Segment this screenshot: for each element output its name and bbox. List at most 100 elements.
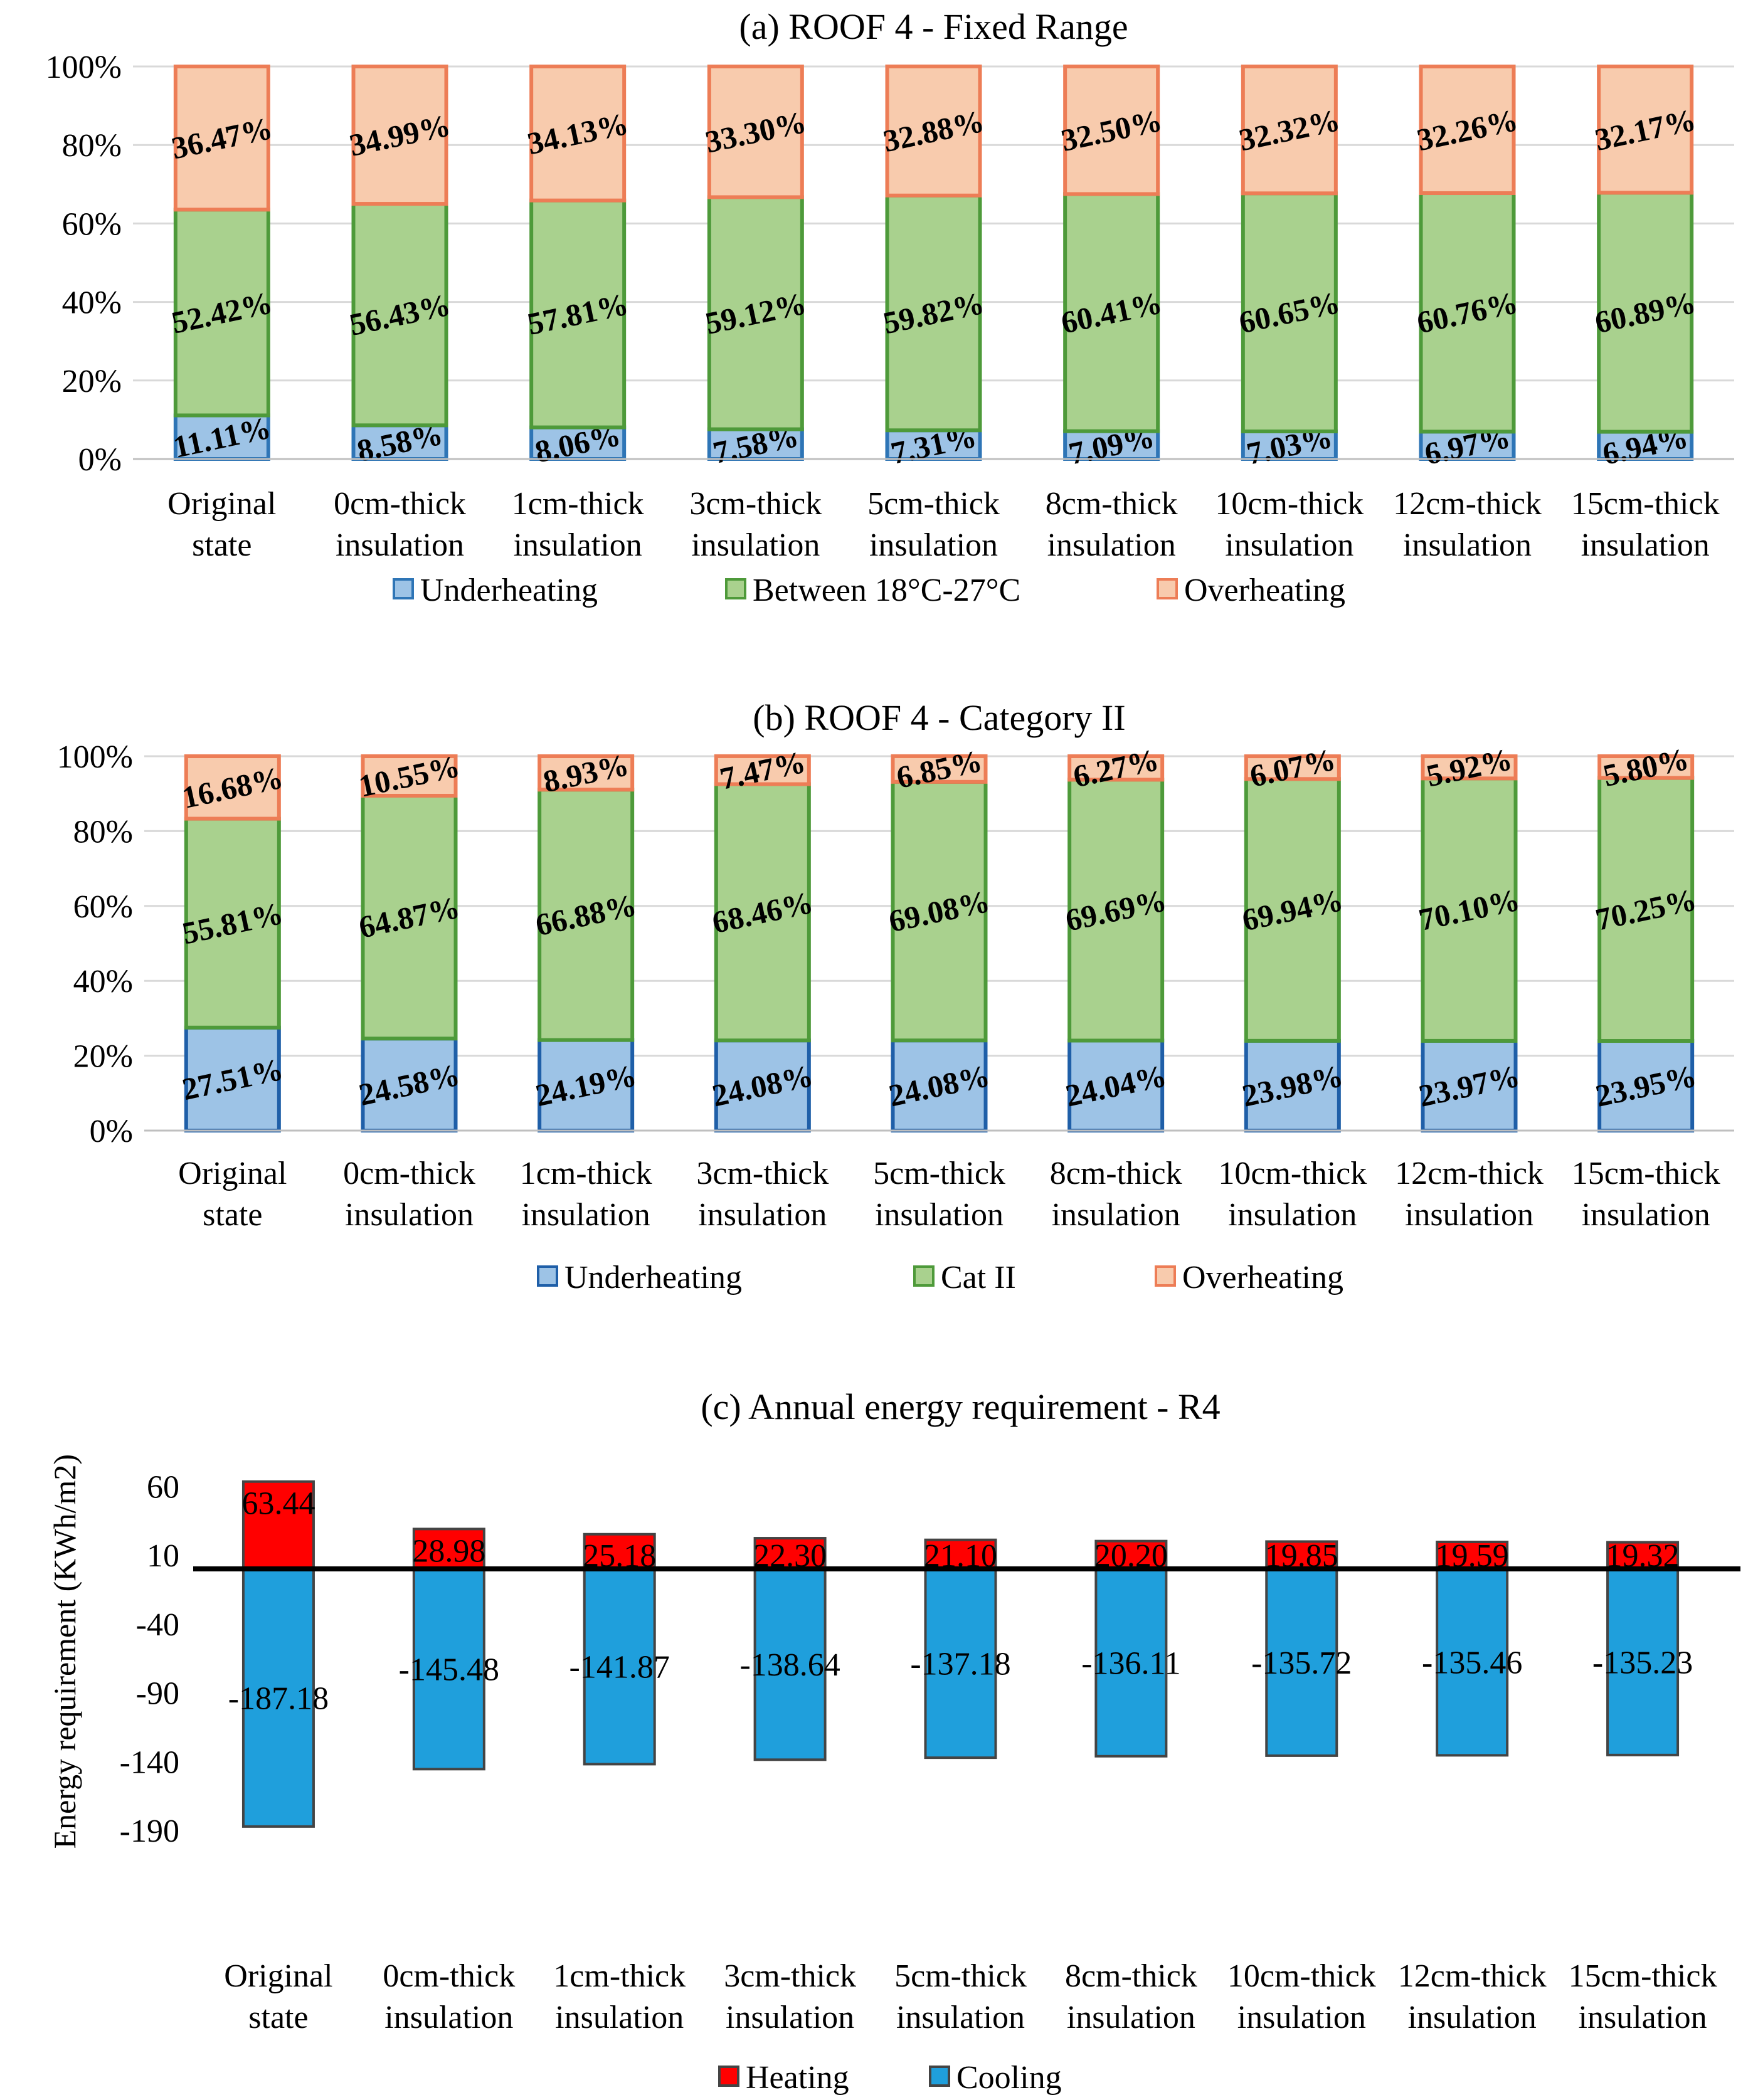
- bar-cooling: [1606, 1568, 1680, 1756]
- y-tick-label: -190: [120, 1813, 179, 1849]
- y-tick-label: 40%: [73, 964, 133, 1000]
- y-axis-title: Energy requirement (KWh/m2): [47, 1454, 82, 1849]
- chart-annual-energy: (c) Annual energy requirement - R4 60 10 -4…: [47, 1386, 1740, 2096]
- data-label-cooling: -145.48: [399, 1652, 499, 1688]
- data-label-cooling: -135.72: [1251, 1645, 1352, 1681]
- x-tick-label: insulation: [1579, 2000, 1707, 2035]
- bar-cat-ii: [1597, 776, 1695, 1043]
- bar-between-18-c-27-c: [351, 202, 448, 428]
- x-tick-label: insulation: [1047, 527, 1176, 563]
- bar-overheating: [351, 65, 448, 206]
- bar-cooling: [924, 1568, 997, 1760]
- x-tick-label: insulation: [896, 2000, 1025, 2035]
- bar-overheating: [1419, 65, 1516, 196]
- chart-title: (a) ROOF 4 - Fixed Range: [739, 6, 1128, 47]
- y-tick-label: 60%: [62, 206, 122, 242]
- data-label-cooling: -138.64: [739, 1647, 840, 1683]
- bar-overheating: [707, 65, 804, 199]
- x-tick-label: insulation: [345, 1197, 474, 1233]
- y-tick-label: 0%: [90, 1114, 133, 1149]
- bar-overheating: [184, 754, 281, 821]
- bar-underheating: [707, 427, 804, 461]
- data-label-cooling: -141.87: [569, 1650, 670, 1686]
- bar-between-18-c-27-c: [173, 208, 270, 418]
- bar-between-18-c-27-c: [1063, 192, 1160, 433]
- legend-label-overheating: Overheating: [1182, 1260, 1343, 1295]
- bar-underheating: [361, 1037, 458, 1133]
- bar-underheating: [529, 425, 627, 461]
- y-tick-label: 10: [147, 1538, 179, 1574]
- x-tick-label: insulation: [1237, 2000, 1366, 2035]
- y-tick-label: 40%: [62, 285, 122, 321]
- bar-overheating: [891, 754, 988, 784]
- x-tick-label: 15cm-thick: [1571, 486, 1720, 522]
- x-tick-label: insulation: [514, 527, 642, 563]
- legend-swatch-cooling: [929, 2066, 950, 2087]
- data-label-cooling: -137.18: [910, 1647, 1010, 1682]
- legend-swatch-overheating: [1155, 1265, 1176, 1287]
- legend-swatch-underheating: [393, 578, 414, 599]
- bar-heating: [583, 1533, 656, 1571]
- bar-cat-ii: [714, 782, 811, 1043]
- bar-between-18-c-27-c: [1241, 191, 1338, 433]
- x-tick-label: 0cm-thick: [334, 486, 466, 522]
- x-tick-label: insulation: [522, 1197, 650, 1233]
- bar-cooling: [1265, 1568, 1338, 1757]
- bar-overheating: [1241, 65, 1338, 196]
- y-tick-label: 100%: [46, 50, 122, 85]
- x-tick-label: insulation: [1225, 527, 1353, 563]
- x-tick-label: state: [192, 527, 252, 563]
- bar-between-18-c-27-c: [1419, 191, 1516, 434]
- bar-cat-ii: [538, 788, 635, 1042]
- x-tick-label: insulation: [384, 2000, 513, 2035]
- legend-swatch-cat-ii: [913, 1265, 935, 1287]
- bar-between-18-c-27-c: [1597, 191, 1694, 434]
- bar-overheating: [529, 65, 627, 203]
- legend-swatch-heating: [718, 2066, 739, 2087]
- bar-cooling: [412, 1568, 485, 1771]
- y-tick-label: 60: [147, 1469, 179, 1505]
- x-tick-label: 3cm-thick: [724, 1958, 856, 1994]
- x-tick-label: 8cm-thick: [1065, 1958, 1197, 1994]
- bar-overheating: [1067, 754, 1165, 782]
- bar-between-18-c-27-c: [885, 193, 982, 433]
- bar-underheating: [538, 1038, 635, 1132]
- x-tick-label: 1cm-thick: [520, 1156, 652, 1191]
- bar-overheating: [361, 754, 458, 798]
- y-tick-label: 60%: [73, 889, 133, 925]
- bar-cat-ii: [1244, 777, 1341, 1043]
- data-label-cooling: -136.11: [1081, 1645, 1180, 1681]
- x-tick-label: 1cm-thick: [512, 486, 644, 522]
- x-tick-label: 15cm-thick: [1569, 1958, 1717, 1994]
- bar-cooling: [241, 1568, 315, 1828]
- x-tick-label: Original: [178, 1156, 287, 1191]
- x-tick-label: insulation: [691, 527, 820, 563]
- bar-overheating: [173, 65, 270, 212]
- bar-underheating: [885, 428, 982, 461]
- x-tick-label: state: [203, 1197, 262, 1233]
- bar-overheating: [1597, 754, 1695, 780]
- y-tick-label: -40: [136, 1607, 179, 1643]
- x-tick-label: insulation: [336, 527, 464, 563]
- bar-heating: [1094, 1539, 1168, 1570]
- bar-underheating: [891, 1038, 988, 1133]
- x-tick-label: insulation: [1052, 1197, 1180, 1233]
- x-tick-label: 10cm-thick: [1227, 1958, 1376, 1994]
- data-label-cooling: -135.46: [1422, 1645, 1522, 1681]
- y-tick-label: 80%: [73, 814, 133, 850]
- x-tick-label: 0cm-thick: [383, 1958, 515, 1994]
- bar-cooling: [753, 1568, 827, 1761]
- chart-category-ii: (b) ROOF 4 - Category II 0% 20% 40% 60% 80% 10…: [57, 697, 1734, 1295]
- y-tick-label: 20%: [73, 1039, 133, 1075]
- x-tick-label: insulation: [1582, 1197, 1710, 1233]
- x-tick-label: 12cm-thick: [1393, 486, 1542, 522]
- data-label-heating: 63.44: [241, 1486, 315, 1522]
- x-tick-label: insulation: [1403, 527, 1532, 563]
- x-tick-label: insulation: [869, 527, 998, 563]
- bar-overheating: [1244, 754, 1341, 781]
- x-tick-label: 12cm-thick: [1395, 1156, 1544, 1191]
- legend-label-overheating: Overheating: [1184, 572, 1345, 608]
- x-tick-label: 10cm-thick: [1218, 1156, 1367, 1191]
- x-tick-label: 3cm-thick: [689, 486, 822, 522]
- bar-cooling: [1436, 1568, 1509, 1757]
